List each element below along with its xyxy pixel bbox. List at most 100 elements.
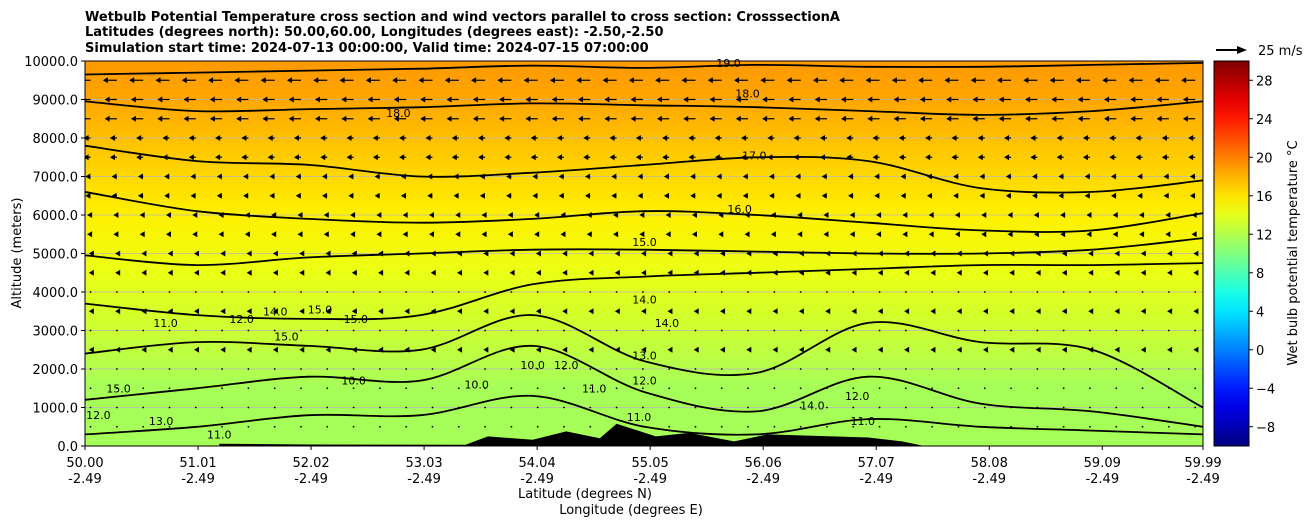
wind-vector: [322, 173, 328, 180]
wind-vector-head: [399, 154, 405, 161]
wind-vector: [481, 212, 487, 218]
wind-vector: [1189, 192, 1196, 199]
wind-vector: [683, 96, 696, 103]
wind-vector-head: [904, 269, 910, 276]
wind-vector: [168, 406, 171, 409]
wind-vector: [694, 368, 697, 370]
wind-vector: [668, 387, 671, 390]
wind-vector-head: [1165, 212, 1171, 218]
wind-vector-head: [693, 308, 699, 315]
wind-vector-head: [772, 250, 778, 257]
wind-vector: [563, 329, 565, 332]
wind-vector-head: [1025, 115, 1031, 122]
wind-vector-head: [1058, 192, 1064, 199]
wind-vector: [142, 291, 145, 293]
wind-vector-head: [1082, 154, 1088, 161]
wind-vector: [446, 115, 459, 122]
wind-vector: [115, 387, 118, 390]
wind-vector: [762, 96, 775, 103]
wind-vector: [1058, 173, 1064, 180]
wind-vector-head: [167, 346, 173, 353]
wind-vector: [957, 368, 960, 370]
wind-vector-head: [979, 173, 985, 180]
wind-vector: [510, 406, 513, 409]
wind-vector-head: [1009, 269, 1015, 276]
wind-vector-head: [709, 115, 715, 122]
wind-vector-head: [472, 115, 478, 122]
wind-vector: [589, 368, 592, 370]
wind-vector-head: [1114, 308, 1120, 315]
wind-vector: [615, 387, 618, 390]
wind-vector: [141, 269, 147, 276]
wind-vector: [891, 77, 906, 84]
wind-vector-head: [1035, 269, 1041, 276]
wind-vector: [983, 269, 989, 276]
wind-vector-head: [215, 154, 221, 161]
wind-vector-head: [930, 269, 936, 276]
wind-vector: [88, 346, 94, 353]
wind-vector: [826, 406, 828, 409]
wind-vector: [209, 96, 223, 103]
wind-vector: [428, 212, 434, 218]
wind-vector: [352, 291, 355, 293]
wind-vector-head: [165, 212, 171, 218]
wind-vector-head: [141, 346, 147, 353]
wind-vector: [300, 329, 302, 332]
wind-vector: [1061, 308, 1067, 315]
wind-vector-head: [351, 269, 357, 276]
wind-vector: [457, 406, 460, 409]
wind-vector-head: [926, 173, 932, 180]
wind-vectors: [85, 77, 1199, 428]
wind-vector: [931, 368, 934, 370]
wind-vector-head: [851, 250, 857, 257]
wind-vector-head: [402, 212, 408, 218]
contour-label: 15.0: [632, 236, 657, 249]
wind-vector: [951, 135, 959, 141]
wind-vector: [998, 96, 1012, 103]
wind-vector: [931, 329, 934, 332]
wind-vector-head: [681, 77, 687, 84]
wind-vector: [641, 269, 647, 276]
wind-vector-head: [1077, 96, 1083, 103]
wind-vector: [1115, 329, 1118, 332]
y-tick-label: 1000.0: [33, 402, 79, 417]
wind-vector: [977, 154, 985, 161]
wind-vector-head: [113, 231, 119, 238]
wind-vector: [297, 212, 303, 218]
wind-vector-head: [718, 231, 724, 238]
wind-vector-head: [348, 192, 354, 199]
wind-vector: [931, 406, 934, 409]
wind-vector: [1194, 291, 1197, 293]
wind-vector: [346, 154, 354, 161]
wind-vector: [194, 250, 200, 257]
wind-vector-head: [925, 135, 931, 141]
wind-vector-head: [893, 115, 899, 122]
contour-labels: 19.0 18.0 18.0 17.0 16.0 15.0 14.0 14.0 15.0 15.0…: [86, 57, 875, 447]
contour-label: 11.0: [582, 382, 607, 395]
wind-vector: [773, 329, 776, 332]
wind-vector-head: [814, 96, 820, 103]
wind-vector-head: [611, 173, 617, 180]
wind-vector: [904, 346, 910, 353]
wind-vector: [767, 135, 775, 141]
wind-vector-head: [216, 173, 222, 180]
wind-vector-head: [954, 231, 960, 238]
wind-vector: [688, 154, 696, 161]
wind-vector: [604, 96, 617, 103]
wind-vector: [1033, 231, 1039, 238]
wind-vector: [852, 406, 855, 409]
wind-vector: [1193, 269, 1199, 276]
wind-vector-head: [85, 135, 89, 141]
wind-vector: [478, 135, 486, 141]
wind-vector: [826, 291, 828, 293]
wind-vector: [299, 346, 305, 353]
wind-vector: [418, 77, 433, 84]
wind-vector: [400, 173, 407, 180]
wind-vector-head: [1009, 308, 1015, 315]
wind-vector: [509, 346, 515, 353]
wind-vector-head: [877, 250, 883, 257]
wind-vector-head: [583, 135, 589, 141]
wind-vector: [446, 96, 459, 103]
wind-vector: [1167, 425, 1170, 428]
wind-vector: [102, 77, 117, 84]
